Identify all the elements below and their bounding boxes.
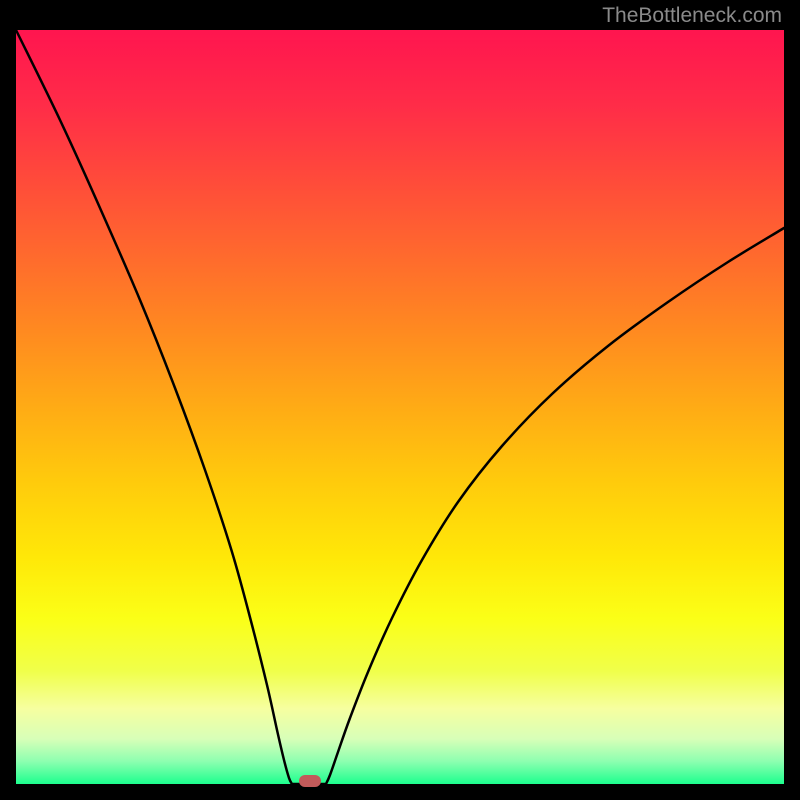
gradient-background [16, 30, 784, 784]
optimum-marker [299, 775, 321, 787]
bottleneck-chart [0, 0, 800, 800]
watermark-text: TheBottleneck.com [602, 4, 782, 28]
